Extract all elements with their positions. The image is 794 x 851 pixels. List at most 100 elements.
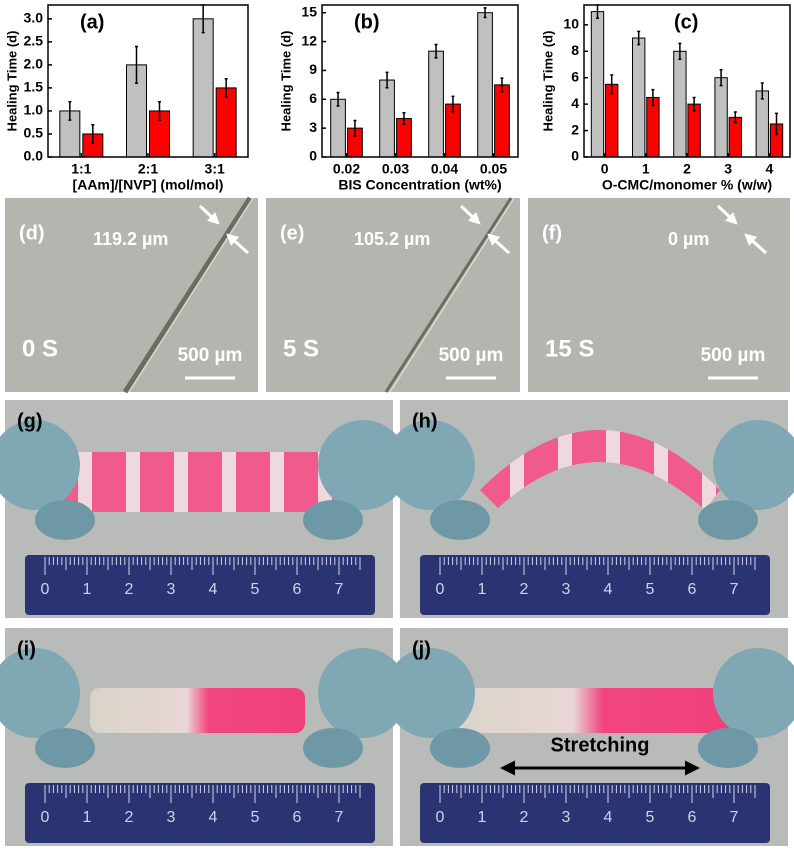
y-tick-label: 4 <box>571 95 579 111</box>
ruler-number: 7 <box>730 581 739 598</box>
x-axis-label: BIS Concentration (wt%) <box>338 177 501 193</box>
ruler-number: 3 <box>562 809 571 826</box>
glove <box>698 728 758 768</box>
y-tick-label: 2.0 <box>24 56 44 72</box>
ruler-number: 3 <box>562 581 571 598</box>
error-bar <box>678 42 682 60</box>
ruler-number: 4 <box>604 581 613 598</box>
micrograph-bg <box>266 198 520 392</box>
gap-width: 0 µm <box>668 229 709 249</box>
panel-label: (g) <box>17 410 43 432</box>
ruler-number: 5 <box>646 809 655 826</box>
time-label: 15 S <box>545 335 594 362</box>
arrow <box>744 233 768 255</box>
micrograph: (f) 0 µm 15 S 500 µm <box>528 198 790 392</box>
y-tick-label: 0.0 <box>24 148 44 164</box>
photo: 0 1 2 3 4 5 6 7 (j) Stretching <box>385 628 794 846</box>
x-axis-label: O-CMC/monomer % (w/w) <box>602 177 772 193</box>
error-bar <box>775 112 779 136</box>
panel-label: (h) <box>412 410 438 432</box>
error-bar <box>353 119 357 137</box>
micrograph: (d) 119.2 µm 0 S 500 µm <box>5 196 258 394</box>
error-bar <box>483 7 487 19</box>
x-tick-label: 3 <box>724 161 732 177</box>
error-bar <box>451 95 455 113</box>
glove <box>35 500 95 540</box>
ruler-number: 2 <box>125 809 134 826</box>
ruler-number: 0 <box>436 809 445 826</box>
hydrogel <box>90 688 305 733</box>
error-bar <box>224 77 228 98</box>
y-axis-label: Healing Time (d) <box>278 31 293 132</box>
bar <box>477 12 493 158</box>
micrograph-bg <box>5 198 258 392</box>
y-tick-label: 1.5 <box>24 79 44 95</box>
ruler-number: 1 <box>83 581 92 598</box>
y-tick-label: 0 <box>571 148 579 164</box>
arrow <box>226 233 250 255</box>
bar <box>605 83 619 158</box>
x-tick-label: 4 <box>766 161 774 177</box>
micrograph: (e) 105.2 µm 5 S 500 µm <box>266 197 520 393</box>
y-tick-label: 1.0 <box>24 102 44 118</box>
ruler-number: 1 <box>478 809 487 826</box>
ruler-number: 2 <box>520 809 529 826</box>
x-tick-label: 1 <box>642 161 650 177</box>
photo: 0 1 2 3 4 5 6 7 (g) <box>0 400 408 618</box>
y-axis-label: Healing Time (d) <box>540 31 555 132</box>
ruler <box>25 783 375 843</box>
bar <box>755 90 769 158</box>
error-bar <box>500 77 504 93</box>
hydrogel <box>438 688 738 733</box>
ruler-number: 4 <box>209 809 218 826</box>
error-bar <box>434 43 438 59</box>
glove <box>35 728 95 768</box>
glove <box>713 648 794 738</box>
x-tick-label: 0 <box>601 161 609 177</box>
micrographs: (d) 119.2 µm 0 S 500 µm (e) 105.2 µm 5 S 500 µm… <box>5 196 790 394</box>
error-bar <box>158 100 161 121</box>
y-tick-label: 12 <box>301 32 317 48</box>
ruler <box>420 555 770 615</box>
bar <box>494 84 510 158</box>
x-axis-label: [AAm]/[NVP] (mol/mol) <box>73 177 224 193</box>
panel-label: (e) <box>280 222 304 244</box>
glove <box>318 648 408 738</box>
crack-edge <box>389 197 515 393</box>
ruler-number: 1 <box>83 809 92 826</box>
error-bar <box>733 111 737 124</box>
bar <box>673 50 687 158</box>
ruler-number: 1 <box>478 581 487 598</box>
y-tick-label: 0 <box>309 148 317 164</box>
glove <box>698 500 758 540</box>
panel-label: (j) <box>412 638 431 660</box>
error-bar <box>637 30 641 46</box>
glove <box>318 420 408 510</box>
x-tick-label: 2 <box>683 161 691 177</box>
ruler-number: 6 <box>293 809 302 826</box>
y-tick-label: 0.5 <box>24 125 44 141</box>
x-tick-label: 0.04 <box>431 161 458 177</box>
y-tick-label: 15 <box>301 3 317 19</box>
error-bar <box>336 91 340 107</box>
bar <box>215 87 237 158</box>
glove <box>430 500 490 540</box>
ruler <box>420 783 770 843</box>
y-tick-label: 8 <box>571 42 579 58</box>
crack-edge <box>128 197 254 393</box>
crack <box>122 196 253 394</box>
scale-label: 500 µm <box>178 345 243 366</box>
ruler-number: 5 <box>251 809 260 826</box>
ruler-number: 3 <box>167 809 176 826</box>
y-tick-label: 6 <box>309 90 317 106</box>
charts: 0.0 0.5 1.0 1.5 2.0 2.5 3.0 1:1 2:1 3:1[AAm]/[NVP… <box>4 3 791 193</box>
ruler-number: 0 <box>436 581 445 598</box>
time-label: 5 S <box>283 335 319 362</box>
panel-label: (a) <box>80 11 104 33</box>
arrow <box>459 204 481 225</box>
bar <box>192 18 214 158</box>
error-bar <box>91 124 95 144</box>
bar-chart: 0.0 0.5 1.0 1.5 2.0 2.5 3.0 1:1 2:1 3:1[AAm]/[NVP… <box>4 4 249 193</box>
ruler-number: 5 <box>251 581 260 598</box>
glove <box>713 420 794 510</box>
